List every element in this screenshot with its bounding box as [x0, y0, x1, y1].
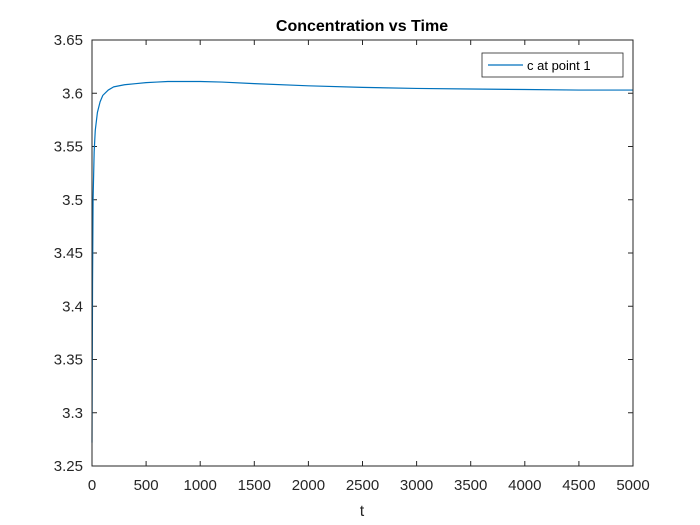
x-axis-label: t	[360, 503, 365, 520]
y-tick-label: 3.6	[62, 85, 83, 102]
y-tick-label: 3.45	[54, 245, 83, 262]
x-tick-label: 0	[88, 477, 96, 494]
plot-area	[92, 40, 633, 466]
legend: c at point 1	[481, 52, 624, 78]
y-tick-label: 3.4	[62, 298, 83, 315]
y-tick-label: 3.5	[62, 192, 83, 209]
y-tick-label: 3.25	[54, 458, 83, 475]
y-tick-label: 3.3	[62, 405, 83, 422]
x-tick-label: 2000	[292, 477, 325, 494]
x-tick-label: 5000	[616, 477, 649, 494]
x-tick-label: 1500	[238, 477, 271, 494]
y-tick-label: 3.35	[54, 352, 83, 369]
y-tick-label: 3.65	[54, 32, 83, 49]
legend-entry-c-at-point-1: c at point 1	[527, 58, 591, 73]
chart-title: Concentration vs Time	[276, 18, 448, 35]
x-tick-label: 1000	[184, 477, 217, 494]
x-tick-label: 4000	[508, 477, 541, 494]
x-tick-label: 3000	[400, 477, 433, 494]
x-tick-label: 500	[134, 477, 159, 494]
plot-frame	[91, 39, 634, 467]
series-layer	[91, 80, 633, 443]
y-axis-ticks: 3.25 3.3 3.35 3.4 3.45 3.5 3.55 3.6 3.65	[54, 32, 633, 475]
x-tick-label: 4500	[562, 477, 595, 494]
y-tick-label: 3.55	[54, 139, 83, 156]
series-line-c-at-point-1	[91, 80, 633, 443]
x-tick-label: 2500	[346, 477, 379, 494]
x-tick-label: 3500	[454, 477, 487, 494]
x-axis-ticks: 0 500 1000 1500 2000 2500 3000 3500 4000 4500 5000	[88, 40, 650, 494]
